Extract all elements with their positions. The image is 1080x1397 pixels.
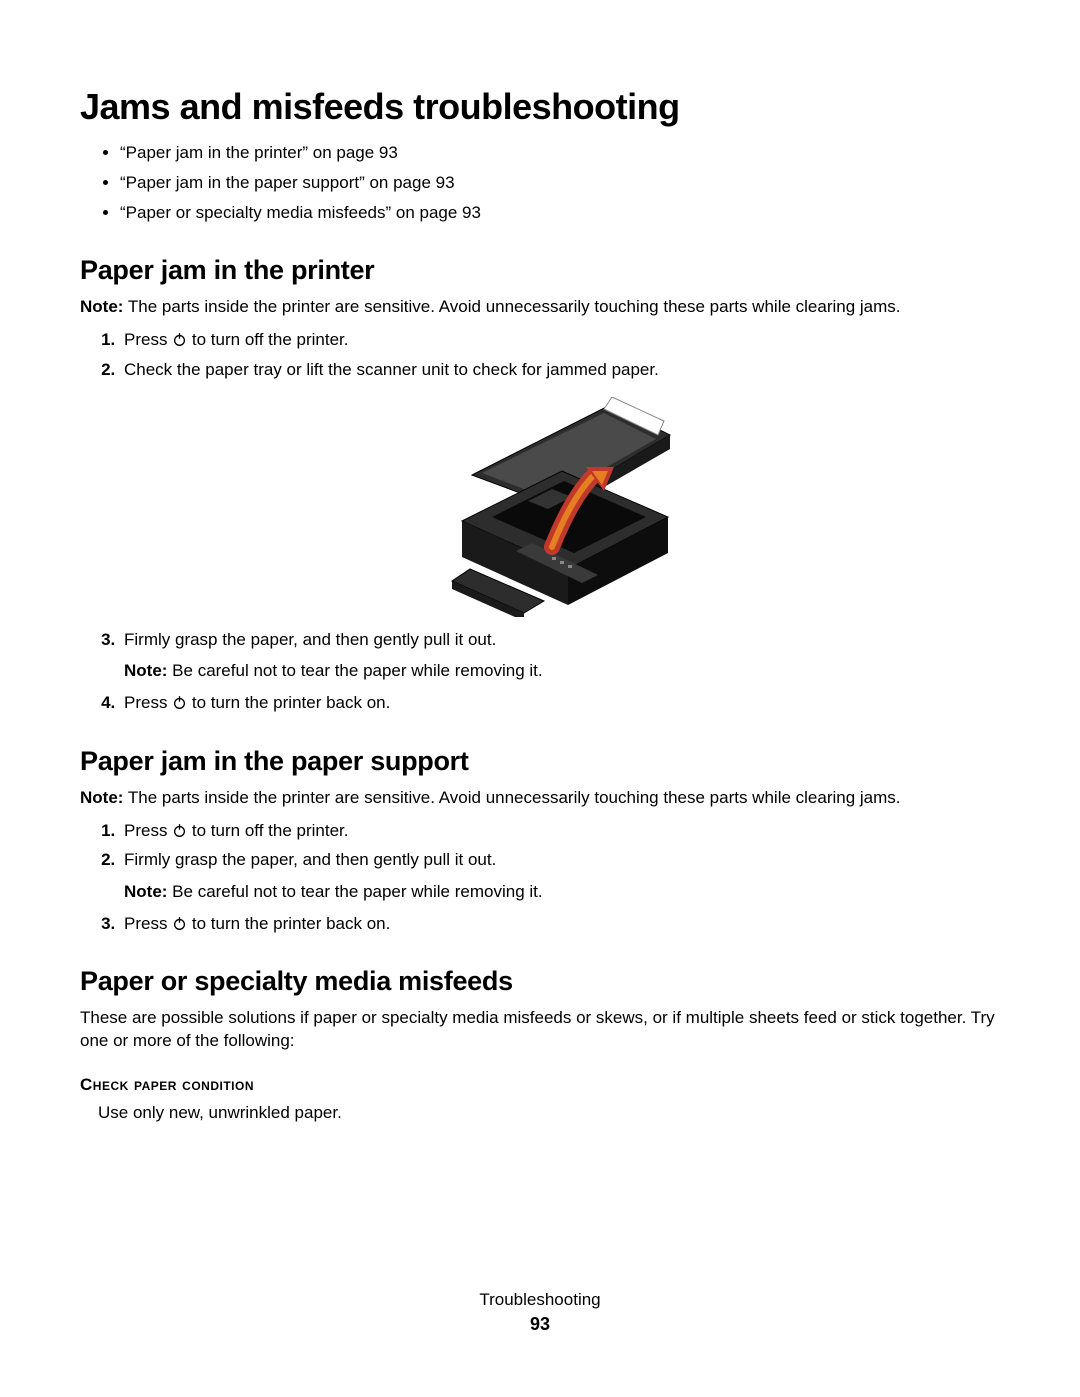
note-text: The parts inside the printer are sensiti… [123, 297, 900, 316]
power-icon [172, 916, 187, 931]
steps-list: Press to turn off the printer. Firmly gr… [80, 816, 1000, 939]
step-text: Firmly grasp the paper, and then gently … [124, 630, 496, 649]
step-item: Press to turn the printer back on. [120, 688, 1000, 718]
note-label: Note: [124, 882, 167, 901]
step-text: to turn the printer back on. [187, 693, 390, 712]
section-heading-misfeeds: Paper or specialty media misfeeds [80, 966, 1000, 997]
section-heading-paper-jam-support: Paper jam in the paper support [80, 746, 1000, 777]
note-text: The parts inside the printer are sensiti… [123, 788, 900, 807]
step-text: Press [124, 821, 172, 840]
step-text: Check the paper tray or lift the scanner… [124, 360, 659, 379]
printer-figure [124, 397, 1000, 617]
subsection-body: Use only new, unwrinkled paper. [98, 1103, 1000, 1123]
manual-page: Jams and misfeeds troubleshooting “Paper… [0, 0, 1080, 1397]
step-text: Press [124, 914, 172, 933]
subsection-heading-check-paper: Check paper condition [80, 1075, 1000, 1095]
page-title: Jams and misfeeds troubleshooting [80, 86, 1000, 128]
power-icon [172, 332, 187, 347]
toc-list: “Paper jam in the printer” on page 93 “P… [80, 138, 1000, 227]
step-text: to turn off the printer. [187, 821, 348, 840]
step-item: Press to turn off the printer. [120, 325, 1000, 355]
footer-page-number: 93 [0, 1314, 1080, 1335]
step-item: Firmly grasp the paper, and then gently … [120, 845, 1000, 904]
power-icon [172, 823, 187, 838]
step-item: Firmly grasp the paper, and then gently … [120, 625, 1000, 684]
note-label: Note: [80, 788, 123, 807]
sub-note: Note: Be careful not to tear the paper w… [124, 658, 1000, 684]
page-footer: Troubleshooting 93 [0, 1290, 1080, 1335]
step-text: Press [124, 693, 172, 712]
step-text: to turn the printer back on. [187, 914, 390, 933]
section-heading-paper-jam-printer: Paper jam in the printer [80, 255, 1000, 286]
note-label: Note: [80, 297, 123, 316]
step-item: Check the paper tray or lift the scanner… [120, 355, 1000, 617]
step-item: Press to turn off the printer. [120, 816, 1000, 846]
power-icon [172, 695, 187, 710]
printer-illustration [432, 397, 692, 617]
step-text: Press [124, 330, 172, 349]
note-paragraph: Note: The parts inside the printer are s… [80, 296, 1000, 319]
note-label: Note: [124, 661, 167, 680]
step-item: Press to turn the printer back on. [120, 909, 1000, 939]
sub-note: Note: Be careful not to tear the paper w… [124, 879, 1000, 905]
step-text: Firmly grasp the paper, and then gently … [124, 850, 496, 869]
intro-paragraph: These are possible solutions if paper or… [80, 1007, 1000, 1053]
note-paragraph: Note: The parts inside the printer are s… [80, 787, 1000, 810]
toc-item[interactable]: “Paper or specialty media misfeeds” on p… [120, 198, 1000, 228]
note-text: Be careful not to tear the paper while r… [167, 661, 542, 680]
toc-item[interactable]: “Paper jam in the printer” on page 93 [120, 138, 1000, 168]
step-text: to turn off the printer. [187, 330, 348, 349]
note-text: Be careful not to tear the paper while r… [167, 882, 542, 901]
toc-item[interactable]: “Paper jam in the paper support” on page… [120, 168, 1000, 198]
steps-list: Press to turn off the printer. Check the… [80, 325, 1000, 718]
footer-chapter: Troubleshooting [0, 1290, 1080, 1310]
